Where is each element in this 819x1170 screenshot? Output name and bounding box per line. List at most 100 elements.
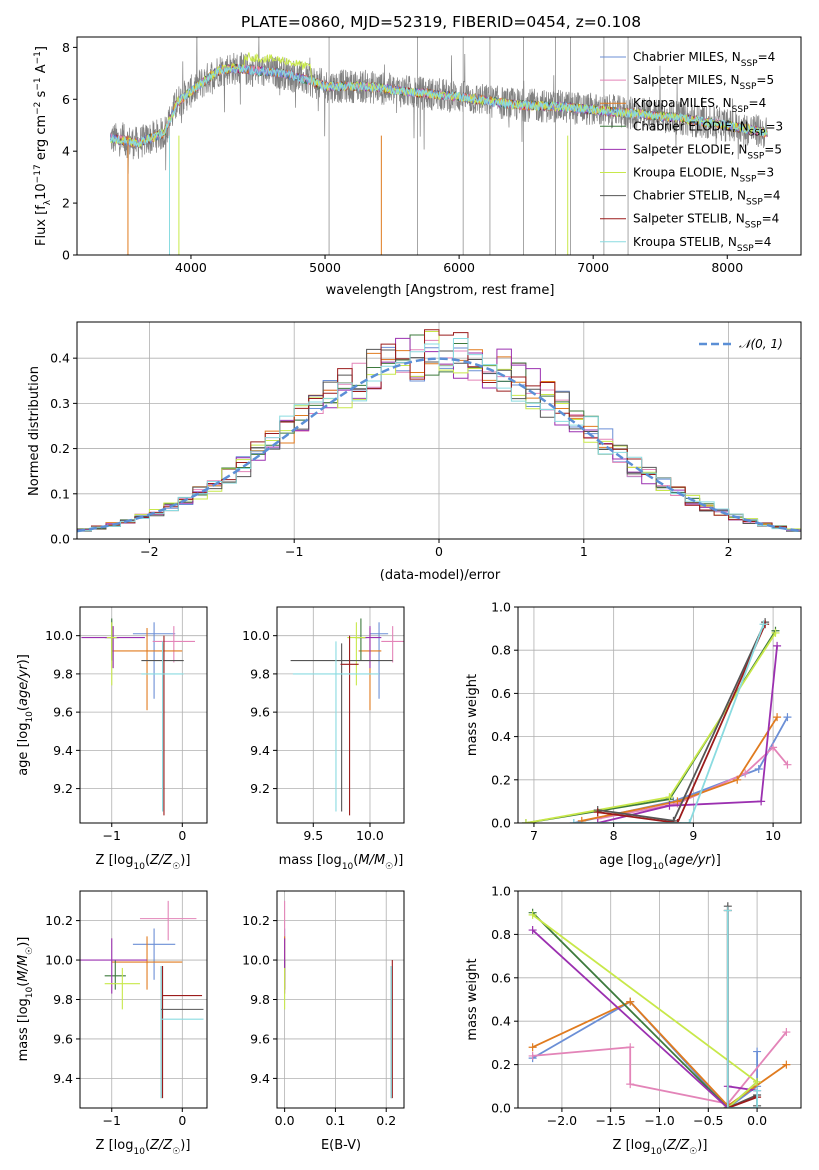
x-tick-label: 0 <box>435 544 443 559</box>
weight-point-salpeter_miles <box>741 769 750 778</box>
x-tick-label: −1 <box>103 1113 121 1128</box>
model-spectrum-kroupa_stelib <box>110 63 768 148</box>
normal-distribution-curve <box>77 357 801 533</box>
mass-vs-metallicity-panel: −1 0 9.4 9.6 9.8 10.0 10.2 Z [log10(Z/Z☉)] mass … <box>16 890 208 1157</box>
mass-weight-vs-age-panel-plot-area <box>518 607 801 823</box>
axes-frame <box>76 36 802 256</box>
y-tick-label: 9.8 <box>53 666 73 681</box>
weight-line-chabrier_miles <box>532 1000 758 1108</box>
y-tick-label: 10.2 <box>242 913 270 928</box>
y-tick-label: 8 <box>62 40 70 55</box>
legend-label-kroupa_stelib: Kroupa STELIB, NSSP=4 <box>633 235 771 254</box>
legend-label-salpeter_miles: Salpeter MILES, NSSP=5 <box>633 73 774 92</box>
x-tick-label: −2.0 <box>547 1113 577 1128</box>
x-tick-label: −1 <box>103 828 121 843</box>
y-tick-label: 9.8 <box>53 992 73 1007</box>
y-tick-label: 9.4 <box>250 743 270 758</box>
weight-point-kroupa_miles <box>733 775 742 784</box>
y-tick-label: 0.4 <box>491 1014 511 1029</box>
spectrum-legend: Chabrier MILES, NSSP=4 Salpeter MILES, NS… <box>600 50 783 254</box>
x-tick-label: 9.5 <box>303 828 323 843</box>
mass-vs-metallicity-panel-plot-area <box>80 891 207 1108</box>
weight-point-kroupa_elodie <box>753 1077 762 1086</box>
y-tick-label: 0.8 <box>491 643 511 658</box>
y-tick-label: 1.0 <box>491 600 511 615</box>
y-tick-label: 2 <box>62 196 70 211</box>
weight-point-kroupa_miles <box>673 797 682 806</box>
x-tick-label: 10.0 <box>356 828 384 843</box>
x-axis-label: wavelength [Angstrom, rest frame] <box>326 283 555 298</box>
weight-line-salpeter_elodie <box>531 929 758 1108</box>
y-tick-label: 0.1 <box>50 486 70 501</box>
histogram-kroupa_stelib <box>77 337 801 539</box>
weight-point-kroupa_stelib <box>723 1104 732 1108</box>
y-axis-label: mass weight <box>465 958 480 1040</box>
legend-label-salpeter_stelib: Salpeter STELIB, NSSP=4 <box>633 212 779 231</box>
y-tick-label: 10.0 <box>242 628 270 643</box>
legend-label-chabrier_elodie: Chabrier ELODIE, NSSP=3 <box>633 119 783 138</box>
weight-point-chabrier_miles <box>783 713 792 722</box>
x-tick-label: 0.1 <box>325 1113 345 1128</box>
y-tick-label: 9.6 <box>53 1031 73 1046</box>
weight-point-salpeter_elodie <box>665 801 674 810</box>
y-axis-label: Flux [fλ10−17 erg cm−2 s−1 A−1] <box>33 46 53 246</box>
weight-point-chabrier_stelib <box>669 816 678 823</box>
weight-point-kroupa_stelib <box>753 1086 762 1095</box>
weight-point-salpeter_stelib <box>593 808 602 817</box>
y-tick-label: 0 <box>62 248 70 263</box>
mass-vs-extinction-panel-plot-area <box>277 891 404 1108</box>
x-tick-label: 0 <box>178 828 186 843</box>
weight-line-kroupa_elodie <box>532 914 759 1108</box>
weight-point-salpeter_miles <box>769 743 778 752</box>
y-tick-label: 9.4 <box>53 743 73 758</box>
x-tick-label: 0 <box>178 1113 186 1128</box>
x-axis-label: age [log10(age/yr)] <box>599 853 721 872</box>
weight-point-kroupa_stelib <box>569 819 578 823</box>
weight-point-salpeter_miles <box>626 1043 635 1052</box>
weight-point-kroupa_elodie <box>528 910 537 919</box>
x-tick-label: 1 <box>580 544 588 559</box>
weight-point-kroupa_stelib <box>753 1104 762 1108</box>
weight-line-salpeter_miles <box>597 746 789 820</box>
x-axis-label: Z [log10(Z/Z☉)] <box>96 1138 191 1157</box>
weight-point-kroupa_elodie <box>665 793 674 802</box>
x-tick-label: 0.2 <box>376 1113 396 1128</box>
weight-line-kroupa_elodie <box>525 632 777 823</box>
weight-line-salpeter_stelib <box>597 623 766 823</box>
y-tick-label: 0.4 <box>491 729 511 744</box>
model-spectrum-kroupa_elodie <box>110 52 768 148</box>
weight-line-kroupa_miles <box>581 716 778 822</box>
weight-line-kroupa_stelib <box>726 910 758 1108</box>
weight-point-chabrier_miles <box>753 1047 762 1056</box>
axes-frame <box>276 606 405 824</box>
x-tick-label: −2 <box>140 544 158 559</box>
y-axis-label: age [log10(age/yr)] <box>16 654 35 776</box>
x-tick-label: 0.0 <box>747 1113 767 1128</box>
legend-label-kroupa_miles: Kroupa MILES, NSSP=4 <box>633 96 766 115</box>
weight-point-kroupa_stelib <box>759 620 768 629</box>
y-tick-label: 0.0 <box>491 816 511 831</box>
weight-point-kroupa_miles <box>528 1043 537 1052</box>
weight-point-kroupa_miles <box>577 816 586 823</box>
spectrum-panel: 4000 5000 6000 7000 8000 0 2 4 6 8 wavelength [Ang… <box>33 36 802 298</box>
y-tick-label: 10.0 <box>45 953 73 968</box>
x-tick-label: 4000 <box>175 260 207 275</box>
legend-label-chabrier_stelib: Chabrier STELIB, NSSP=4 <box>633 189 781 208</box>
x-tick-label: 2 <box>725 544 733 559</box>
y-tick-label: 0.0 <box>50 532 70 547</box>
weight-point-salpeter_elodie <box>528 926 537 935</box>
y-tick-label: 9.8 <box>250 992 270 1007</box>
spectrum-panel-plot-area <box>110 37 768 255</box>
y-tick-label: 4 <box>62 144 70 159</box>
x-axis-label: Z [log10(Z/Z☉)] <box>613 1138 708 1157</box>
axes-frame <box>517 606 802 824</box>
x-tick-label: 7000 <box>577 260 609 275</box>
age-vs-mass-panel-plot-area <box>277 607 404 823</box>
weight-point-chabrier_miles <box>754 765 763 773</box>
age-vs-metallicity-panel: −1 0 9.2 9.4 9.6 9.8 10.0 Z [log10(Z/Z☉)] age [l… <box>16 606 208 872</box>
y-tick-label: 0.4 <box>50 351 70 366</box>
x-tick-label: 0.0 <box>275 1113 295 1128</box>
y-tick-label: 0.3 <box>50 396 70 411</box>
mass-weight-vs-metallicity-panel: −2.0 −1.5 −1.0 −0.5 0.0 0.0 0.2 0.4 0.6 0.8 1.0 mas… <box>465 884 802 1157</box>
x-axis-label: Z [log10(Z/Z☉)] <box>96 853 191 872</box>
